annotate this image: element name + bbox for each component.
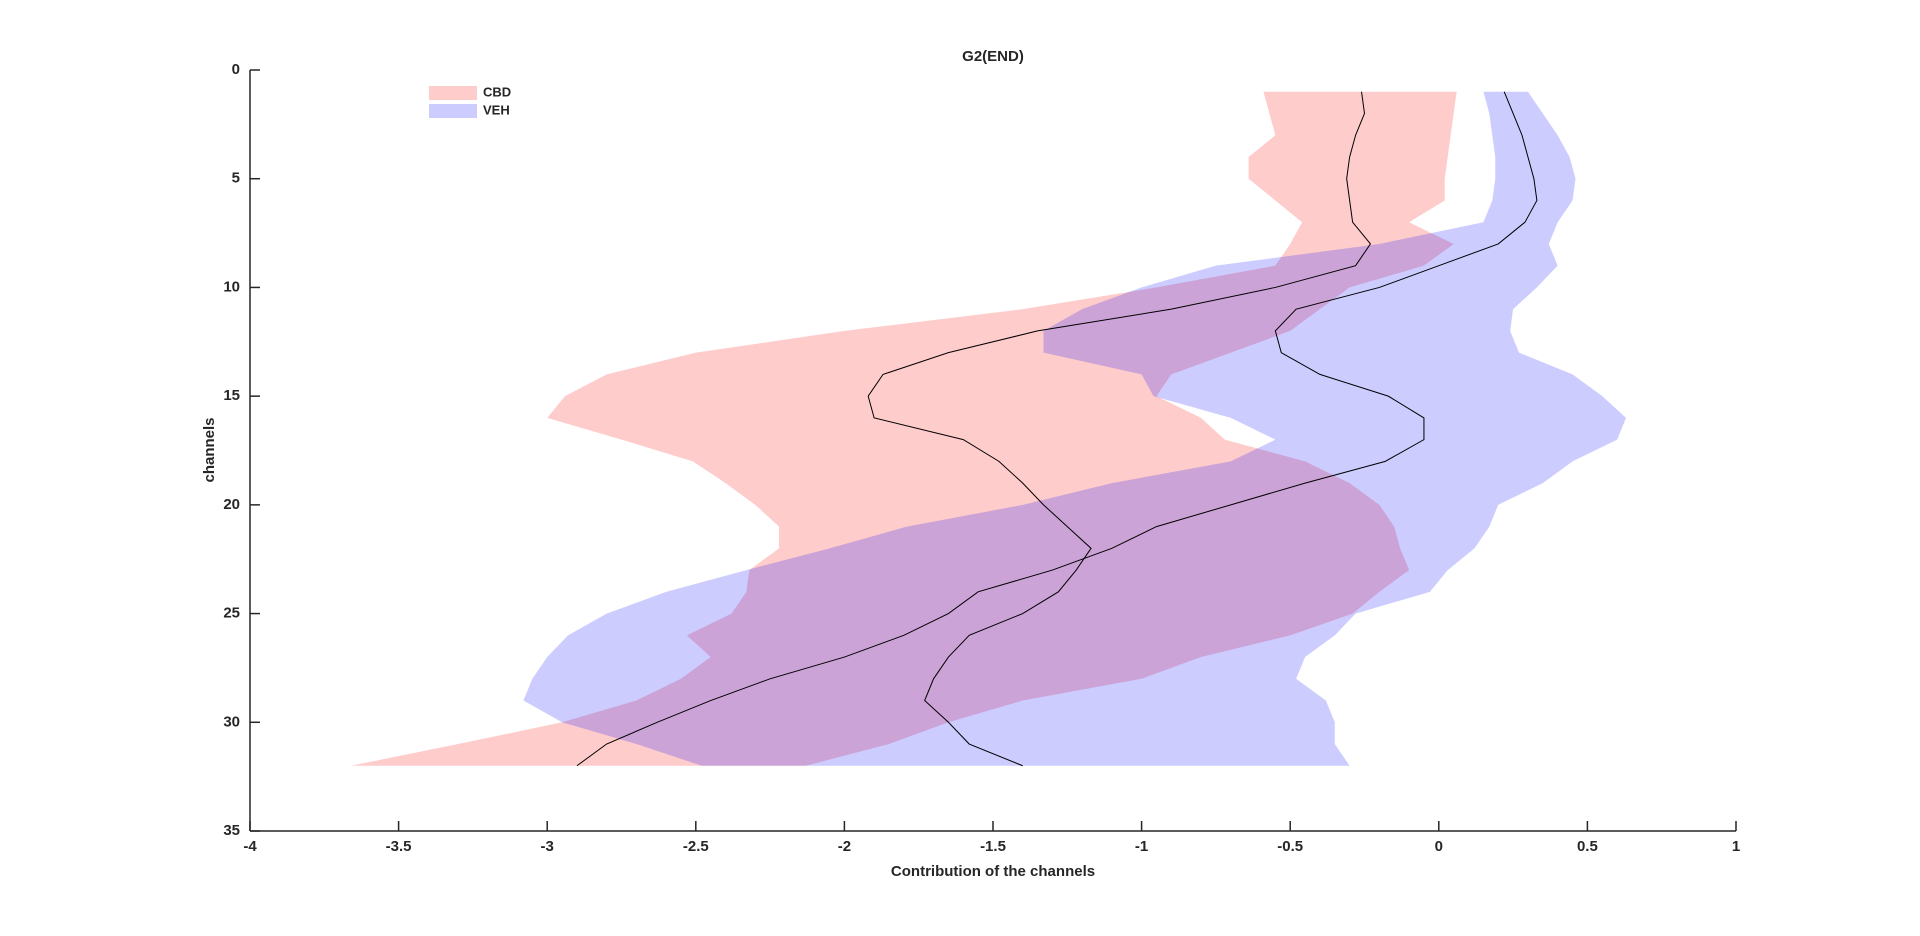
y-tick-label: 30 <box>223 713 240 730</box>
y-tick-label: 20 <box>223 496 240 513</box>
y-axis-label: channels <box>201 417 218 482</box>
x-tick-label: -3.5 <box>386 838 412 855</box>
legend-swatch <box>429 86 477 100</box>
x-axis-label: Contribution of the channels <box>891 863 1095 880</box>
x-tick-label: -1 <box>1135 838 1148 855</box>
y-tick-label: 35 <box>223 822 240 839</box>
y-tick-label: 10 <box>223 278 240 295</box>
x-tick-label: -0.5 <box>1277 838 1303 855</box>
mean-line <box>867 91 1372 767</box>
y-tick-label: 25 <box>223 605 240 622</box>
y-tick-label: 5 <box>232 170 240 187</box>
y-tick-label: 15 <box>223 387 240 404</box>
x-tick-label: -4 <box>243 838 257 855</box>
chart-title: G2(END) <box>962 48 1024 65</box>
legend-swatch <box>429 104 477 118</box>
mean-line <box>576 91 1538 767</box>
legend-label: VEH <box>483 102 510 117</box>
y-tick-label: 0 <box>232 61 240 78</box>
x-tick-label: 1 <box>1732 838 1740 855</box>
x-tick-label: 0 <box>1435 838 1443 855</box>
x-tick-label: -2 <box>838 838 851 855</box>
x-tick-label: -1.5 <box>980 838 1006 855</box>
x-tick-label: -2.5 <box>683 838 709 855</box>
band <box>351 91 1457 766</box>
band <box>523 91 1627 766</box>
legend-label: CBD <box>483 84 511 99</box>
x-tick-label: 0.5 <box>1577 838 1598 855</box>
x-tick-label: -3 <box>541 838 554 855</box>
